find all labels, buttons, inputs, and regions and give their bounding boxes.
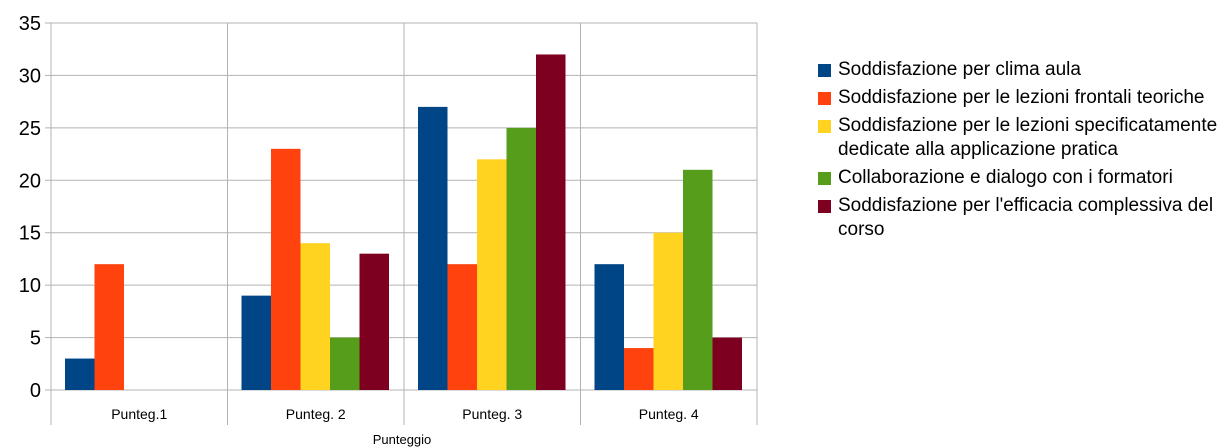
legend-label: Soddisfazione per le lezioni specificata… (838, 115, 1218, 160)
bar (65, 358, 95, 390)
bar (418, 106, 448, 390)
legend-swatch (818, 120, 831, 133)
y-tick-label: 20 (19, 170, 41, 192)
legend-label: Collaborazione e dialogo con i formatori (838, 167, 1173, 188)
legend-swatch (818, 64, 831, 77)
x-axis-title: Punteggio (373, 432, 432, 447)
bars (65, 54, 742, 390)
bar (330, 337, 360, 390)
axis-labels: 0 5 10 15 20 25 30 35 Punteg.1 Punteg. 2 Punteg. 3… (19, 13, 699, 422)
bar (447, 264, 477, 390)
y-tick-label: 5 (30, 328, 41, 350)
legend-swatch (818, 200, 831, 213)
y-tick-label: 30 (19, 65, 41, 87)
bar (271, 148, 301, 390)
legend-item: Soddisfazione per l'efficacia complessiv… (818, 194, 1223, 242)
bar (536, 54, 566, 390)
legend-label: Soddisfazione per l'efficacia complessiv… (838, 195, 1214, 240)
legend-swatch (818, 172, 831, 185)
legend-label: Soddisfazione per le lezioni frontali te… (838, 87, 1205, 108)
x-tick-label: Punteg. 2 (286, 406, 346, 422)
x-tick-label: Punteg.1 (111, 406, 167, 422)
legend-item: Soddisfazione per le lezioni specificata… (818, 114, 1223, 162)
legend-swatch (818, 92, 831, 105)
y-tick-label: 25 (19, 118, 41, 140)
bar (300, 243, 330, 390)
bar (359, 253, 389, 390)
y-tick-label: 35 (19, 13, 41, 35)
legend-item: Collaborazione e dialogo con i formatori (818, 166, 1223, 190)
bar (683, 169, 713, 390)
x-tick-label: Punteg. 3 (462, 406, 522, 422)
bar (594, 264, 624, 390)
y-tick-label: 0 (30, 380, 41, 402)
bar (506, 127, 536, 390)
chart-legend: Soddisfazione per clima aula Soddisfazion… (818, 58, 1223, 246)
bar (94, 264, 124, 390)
y-tick-label: 10 (19, 275, 41, 297)
y-tick-label: 15 (19, 223, 41, 245)
x-tick-label: Punteg. 4 (639, 406, 699, 422)
bar (477, 159, 507, 390)
bar (624, 348, 654, 390)
legend-label: Soddisfazione per clima aula (838, 59, 1081, 80)
axes (45, 22, 51, 391)
bar (653, 232, 683, 390)
legend-item: Soddisfazione per clima aula (818, 58, 1223, 82)
bar (712, 337, 742, 390)
bar (241, 295, 271, 390)
grid-lines (50, 22, 758, 425)
legend-item: Soddisfazione per le lezioni frontali te… (818, 86, 1223, 110)
